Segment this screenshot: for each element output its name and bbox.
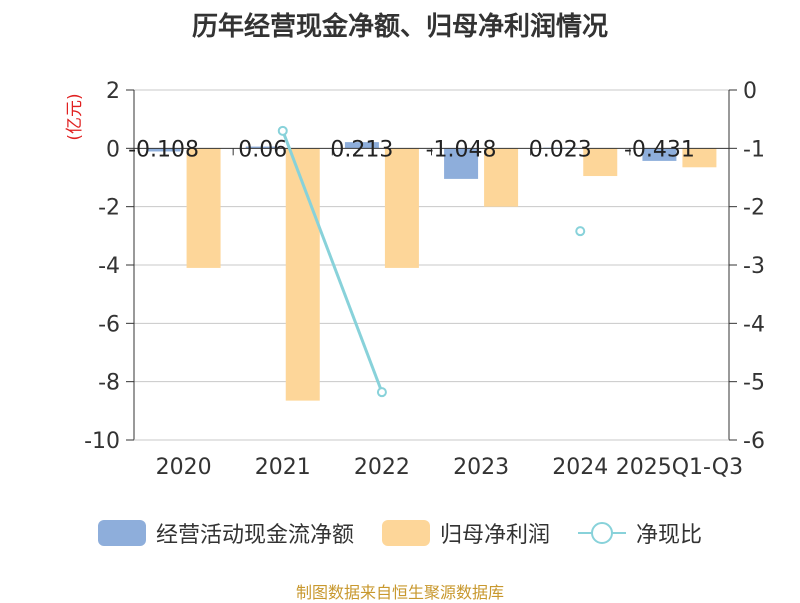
bar-netprofit [682,148,717,168]
x-tick-label: 2025Q1-Q3 [616,455,743,480]
data-label-cashflow: 0.213 [330,137,393,162]
bar-netprofit [484,148,519,207]
data-labels: -0.108 0.06 0.213 -1.048 0.023 -0.431 [128,137,695,162]
x-tick-label: 2020 [156,455,212,480]
legend-swatch-cashflow [97,520,146,546]
legend-swatch-netprofit [381,520,430,546]
y-tick-right: -4 [743,312,765,337]
y-tick-left: 0 [106,137,120,162]
legend-item-ratio[interactable]: 净现比 [578,517,702,549]
x-tick-label: 2021 [255,455,311,480]
bar-netprofit [384,148,419,268]
data-label-cashflow: -0.108 [128,137,199,162]
bar-cashflow [245,146,280,149]
y-tick-left: -2 [98,196,120,221]
x-tick-label: 2023 [453,455,509,480]
bar-netprofit [285,148,320,401]
bar-cashflow [344,142,379,149]
y-tick-right: 0 [743,79,757,104]
y-tick-left: -4 [98,254,120,279]
legend-label-ratio: 净现比 [636,523,703,548]
chart-title: 历年经营现金净额、归母净利润情况 [191,12,608,42]
y-tick-left: 2 [106,79,120,104]
legend-item-cashflow[interactable]: 经营活动现金流净额 [97,517,354,549]
line-series [277,125,586,398]
bar-netprofit [186,148,221,268]
bar-cashflow [642,148,677,161]
y-tick-left: -8 [98,371,120,396]
y-tick-right: -3 [743,254,765,279]
point-ratio [277,125,288,136]
data-label-cashflow: 0.023 [529,137,592,162]
y-tick-right: -5 [743,371,765,396]
bar-netprofit [583,148,618,177]
bar-series [146,142,717,401]
data-label-cashflow: -1.048 [426,137,497,162]
source-note: 制图数据来自恒生聚源数据库 [295,583,504,602]
legend-label-netprofit: 归母净利润 [439,523,550,548]
y-tick-right: -2 [743,196,765,221]
legend-swatch-ratio [578,520,626,546]
x-tick-label: 2024 [552,455,608,480]
y-tick-right: -1 [743,137,765,162]
point-ratio [575,226,586,237]
x-tick-label: 2022 [354,455,410,480]
y-tick-left: -6 [98,312,120,337]
y-tick-right: -6 [743,429,765,454]
legend-label-cashflow: 经营活动现金流净额 [155,523,354,548]
data-label-cashflow: -0.431 [624,137,695,162]
bar-cashflow [444,148,479,179]
legend-item-netprofit[interactable]: 归母净利润 [381,517,550,549]
y-tick-left: -10 [84,429,120,454]
y-axis-left-unit: (亿元) [65,93,85,140]
line-ratio [281,130,384,393]
data-label-cashflow: 0.06 [238,137,287,162]
axes: 2 0 -2 -4 -6 -8 -10 0 -1 -2 -3 -4 -5 -6 (亿元) 2020 2021 20… [65,79,765,480]
point-ratio [376,387,387,398]
legend: 经营活动现金流净额 归母净利润 净现比 [0,517,800,549]
bar-cashflow [146,148,181,152]
